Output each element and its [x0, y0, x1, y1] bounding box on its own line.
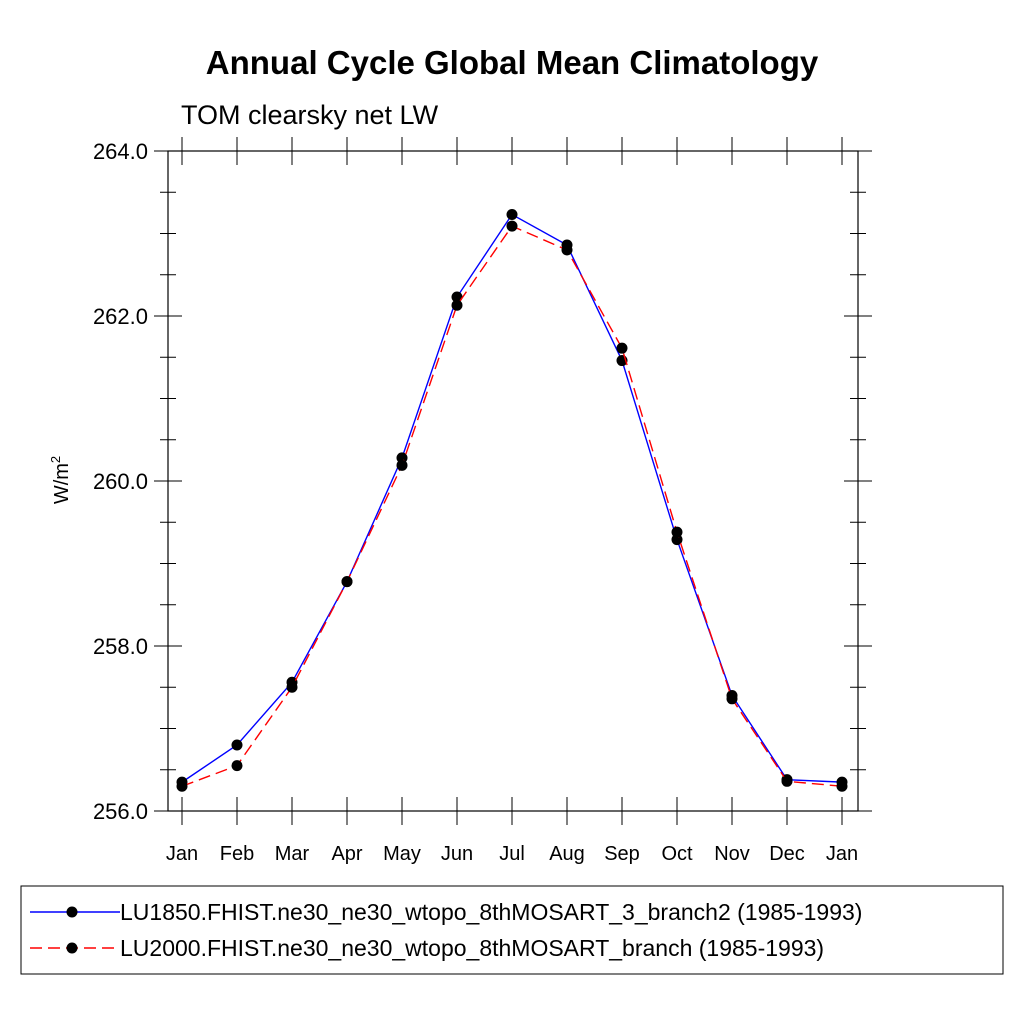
data-point — [726, 693, 738, 705]
x-tick-label: May — [383, 843, 421, 865]
plot-axes: 256.0 258.0 260.0 262.0 264.0 Jan Feb Mar Apr May… — [93, 137, 872, 865]
legend-box — [20, 885, 1004, 975]
legend-label: LU2000.FHIST.ne30_ne30_wtopo_8thMOSART_b… — [120, 935, 824, 961]
data-point — [341, 576, 353, 588]
data-point — [616, 342, 628, 354]
data-point — [506, 209, 518, 221]
x-tick-label: Jan — [166, 843, 198, 865]
data-point — [396, 459, 408, 471]
legend-label: LU1850.FHIST.ne30_ne30_wtopo_8thMOSART_3… — [120, 899, 862, 925]
data-point — [451, 299, 463, 311]
data-point — [836, 780, 848, 792]
x-tick-label: Jun — [441, 843, 473, 865]
data-point — [286, 681, 298, 693]
legend-entry: LU2000.FHIST.ne30_ne30_wtopo_8thMOSART_b… — [30, 935, 824, 961]
series-line — [181, 213, 843, 783]
data-point — [781, 775, 793, 787]
legend-entry: LU1850.FHIST.ne30_ne30_wtopo_8thMOSART_3… — [30, 899, 862, 925]
data-point — [671, 526, 683, 538]
x-tick-label: Jan — [826, 843, 858, 865]
x-tick-label: Oct — [661, 843, 693, 865]
data-point — [231, 739, 243, 751]
series-1 — [176, 209, 848, 788]
legend: LU1850.FHIST.ne30_ne30_wtopo_8thMOSART_3… — [20, 885, 1004, 975]
x-tick-label: Apr — [331, 843, 362, 865]
x-tick-label: Jul — [499, 843, 525, 865]
chart-subtitle: TOM clearsky net LW — [181, 100, 439, 130]
data-point — [561, 244, 573, 256]
series-layer — [176, 209, 848, 792]
x-tick-label: Feb — [220, 843, 254, 865]
legend-marker — [66, 906, 78, 918]
y-axis-label-text: W/m — [51, 463, 73, 504]
x-tick-label: Aug — [549, 843, 585, 865]
series-line — [181, 225, 843, 787]
chart-title: Annual Cycle Global Mean Climatology — [206, 44, 819, 81]
y-axis-label-superscript: 2 — [48, 456, 63, 463]
legend-marker — [66, 942, 78, 954]
series-2 — [176, 220, 848, 792]
y-tick-label: 262.0 — [93, 304, 148, 329]
y-tick-label: 258.0 — [93, 634, 148, 659]
x-tick-label: Nov — [714, 843, 750, 865]
y-tick-label: 260.0 — [93, 469, 148, 494]
x-tick-label: Sep — [604, 843, 640, 865]
y-tick-label: 264.0 — [93, 139, 148, 164]
data-point — [231, 760, 243, 772]
x-tick-label: Dec — [769, 843, 805, 865]
x-tick-label: Mar — [275, 843, 310, 865]
data-point — [451, 291, 463, 303]
y-tick-label: 256.0 — [93, 799, 148, 824]
plot-frame — [167, 150, 859, 812]
y-axis-label: W/m2 — [48, 456, 73, 504]
data-point — [506, 220, 518, 232]
data-point — [176, 780, 188, 792]
